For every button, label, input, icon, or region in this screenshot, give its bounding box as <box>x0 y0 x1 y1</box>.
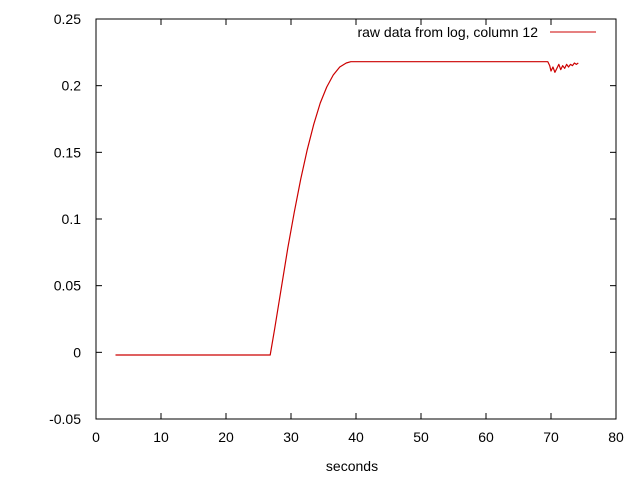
x-tick-label: 40 <box>348 429 364 445</box>
x-tick-label: 20 <box>218 429 234 445</box>
plot-frame <box>95 18 617 420</box>
y-tick-label: 0.1 <box>62 211 82 227</box>
y-tick-label: -0.05 <box>49 411 81 427</box>
y-axis-ticks: -0.05 0 0.05 0.1 0.15 0.2 0.25 <box>49 11 616 427</box>
x-tick-label: 80 <box>608 429 624 445</box>
y-tick-label: 0 <box>73 344 81 360</box>
y-tick-label: 0.15 <box>54 144 81 160</box>
legend: raw data from log, column 12 <box>357 24 596 40</box>
y-tick-label: 0.05 <box>54 278 81 294</box>
y-tick-label: 0.25 <box>54 11 81 27</box>
x-axis-label: seconds <box>326 458 378 474</box>
series-layer <box>115 61 579 356</box>
x-tick-label: 0 <box>92 429 100 445</box>
x-tick-label: 50 <box>413 429 429 445</box>
x-tick-label: 70 <box>543 429 559 445</box>
series-line-0 <box>115 61 579 356</box>
legend-label: raw data from log, column 12 <box>357 24 538 40</box>
x-axis-ticks: 0 10 20 30 40 50 60 70 80 <box>92 19 624 445</box>
x-tick-label: 30 <box>283 429 299 445</box>
y-tick-label: 0.2 <box>62 78 82 94</box>
x-tick-label: 60 <box>478 429 494 445</box>
x-tick-label: 10 <box>153 429 169 445</box>
